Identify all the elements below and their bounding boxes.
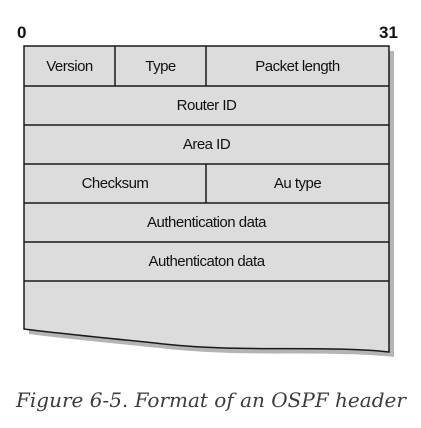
field-checksum: Checksum <box>82 175 149 192</box>
figure-caption: Figure 6-5. Format of an OSPF header <box>16 388 406 412</box>
field-au-type: Au type <box>274 175 322 192</box>
field-authentication-data-1: Authentication data <box>147 214 267 231</box>
bit-label-end: 31 <box>379 23 398 42</box>
field-type: Type <box>145 58 176 75</box>
bit-label-start: 0 <box>17 23 26 42</box>
field-version: Version <box>46 58 93 75</box>
field-packet-length: Packet length <box>255 58 340 75</box>
field-authentication-data-2: Authenticaton data <box>148 253 265 270</box>
ospf-header-diagram: 0 31 Version Type Packet length Router I… <box>17 23 398 357</box>
field-area-id: Area ID <box>183 136 231 153</box>
field-router-id: Router ID <box>177 97 237 114</box>
